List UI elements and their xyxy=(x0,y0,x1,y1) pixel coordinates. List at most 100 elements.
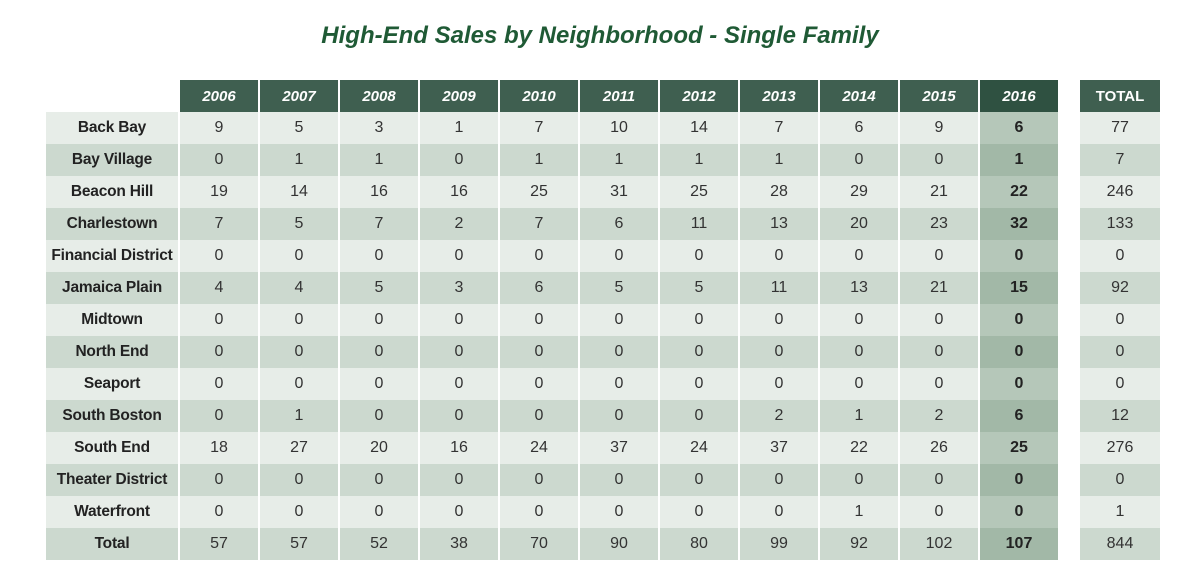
cell-theater-district-2015: 0 xyxy=(900,464,978,496)
cell-waterfront-2007: 0 xyxy=(260,496,338,528)
row-label-financial-district: Financial District xyxy=(46,240,178,272)
cell-total-2016: 107 xyxy=(980,528,1058,560)
cell-beacon-hill-2015: 21 xyxy=(900,176,978,208)
cell-midtown-2007: 0 xyxy=(260,304,338,336)
cell-beacon-hill-2010: 25 xyxy=(500,176,578,208)
cell-jamaica-plain-2008: 5 xyxy=(340,272,418,304)
cell-beacon-hill-2012: 25 xyxy=(660,176,738,208)
sales-table: 2006 2007 2008 2009 2010 2011 2012 2013 2014 2015… xyxy=(46,80,1160,560)
cell-theater-district-2008: 0 xyxy=(340,464,418,496)
cell-seaport-2012: 0 xyxy=(660,368,738,400)
cell-north-end-2009: 0 xyxy=(420,336,498,368)
cell-back-bay-2016: 6 xyxy=(980,112,1058,144)
row-label-bay-village: Bay Village xyxy=(46,144,178,176)
cell-charlestown-2011: 6 xyxy=(580,208,658,240)
cell-financial-district-2013: 0 xyxy=(740,240,818,272)
table-title: High-End Sales by Neighborhood - Single … xyxy=(321,22,879,49)
cell-bay-village-2015: 0 xyxy=(900,144,978,176)
cell-total-2015: 102 xyxy=(900,528,978,560)
cell-jamaica-plain-2006: 4 xyxy=(180,272,258,304)
cell-bay-village-2009: 0 xyxy=(420,144,498,176)
cell-total-2014: 92 xyxy=(820,528,898,560)
cell-theater-district-2007: 0 xyxy=(260,464,338,496)
cell-jamaica-plain-2016: 15 xyxy=(980,272,1058,304)
cell-jamaica-plain-2012: 5 xyxy=(660,272,738,304)
cell-midtown-2008: 0 xyxy=(340,304,418,336)
cell-north-end-total: 0 xyxy=(1080,336,1160,368)
cell-charlestown-2014: 20 xyxy=(820,208,898,240)
cell-seaport-2013: 0 xyxy=(740,368,818,400)
column-header-2013: 2013 xyxy=(740,80,818,112)
row-label-charlestown: Charlestown xyxy=(46,208,178,240)
cell-theater-district-total: 0 xyxy=(1080,464,1160,496)
column-header-2010: 2010 xyxy=(500,80,578,112)
cell-back-bay-2012: 14 xyxy=(660,112,738,144)
cell-seaport-2008: 0 xyxy=(340,368,418,400)
cell-total-2008: 52 xyxy=(340,528,418,560)
cell-waterfront-2011: 0 xyxy=(580,496,658,528)
cell-midtown-2009: 0 xyxy=(420,304,498,336)
header-corner xyxy=(46,80,178,112)
cell-financial-district-2016: 0 xyxy=(980,240,1058,272)
cell-north-end-2006: 0 xyxy=(180,336,258,368)
cell-beacon-hill-2006: 19 xyxy=(180,176,258,208)
column-gap xyxy=(1060,464,1078,496)
cell-charlestown-total: 133 xyxy=(1080,208,1160,240)
row-label-beacon-hill: Beacon Hill xyxy=(46,176,178,208)
cell-seaport-2011: 0 xyxy=(580,368,658,400)
cell-seaport-2014: 0 xyxy=(820,368,898,400)
cell-theater-district-2011: 0 xyxy=(580,464,658,496)
cell-bay-village-2014: 0 xyxy=(820,144,898,176)
cell-financial-district-2011: 0 xyxy=(580,240,658,272)
cell-charlestown-2009: 2 xyxy=(420,208,498,240)
cell-south-boston-2013: 2 xyxy=(740,400,818,432)
cell-financial-district-2007: 0 xyxy=(260,240,338,272)
row-label-seaport: Seaport xyxy=(46,368,178,400)
cell-waterfront-2013: 0 xyxy=(740,496,818,528)
cell-total-total: 844 xyxy=(1080,528,1160,560)
column-gap xyxy=(1060,432,1078,464)
cell-beacon-hill-2013: 28 xyxy=(740,176,818,208)
cell-jamaica-plain-2011: 5 xyxy=(580,272,658,304)
cell-south-end-2011: 37 xyxy=(580,432,658,464)
cell-north-end-2010: 0 xyxy=(500,336,578,368)
cell-bay-village-2012: 1 xyxy=(660,144,738,176)
cell-waterfront-2009: 0 xyxy=(420,496,498,528)
cell-back-bay-2007: 5 xyxy=(260,112,338,144)
column-gap xyxy=(1060,240,1078,272)
cell-charlestown-2010: 7 xyxy=(500,208,578,240)
row-label-south-end: South End xyxy=(46,432,178,464)
cell-total-2007: 57 xyxy=(260,528,338,560)
cell-beacon-hill-total: 246 xyxy=(1080,176,1160,208)
cell-bay-village-2011: 1 xyxy=(580,144,658,176)
cell-midtown-2006: 0 xyxy=(180,304,258,336)
cell-north-end-2007: 0 xyxy=(260,336,338,368)
row-label-north-end: North End xyxy=(46,336,178,368)
cell-north-end-2011: 0 xyxy=(580,336,658,368)
cell-waterfront-2014: 1 xyxy=(820,496,898,528)
cell-jamaica-plain-total: 92 xyxy=(1080,272,1160,304)
cell-back-bay-2010: 7 xyxy=(500,112,578,144)
cell-theater-district-2016: 0 xyxy=(980,464,1058,496)
cell-south-end-2015: 26 xyxy=(900,432,978,464)
cell-waterfront-2015: 0 xyxy=(900,496,978,528)
cell-financial-district-2009: 0 xyxy=(420,240,498,272)
cell-south-boston-2011: 0 xyxy=(580,400,658,432)
column-header-2014: 2014 xyxy=(820,80,898,112)
cell-bay-village-2006: 0 xyxy=(180,144,258,176)
cell-total-2006: 57 xyxy=(180,528,258,560)
cell-seaport-total: 0 xyxy=(1080,368,1160,400)
column-header-2011: 2011 xyxy=(580,80,658,112)
cell-charlestown-2006: 7 xyxy=(180,208,258,240)
row-label-waterfront: Waterfront xyxy=(46,496,178,528)
cell-south-end-2016: 25 xyxy=(980,432,1058,464)
cell-midtown-2013: 0 xyxy=(740,304,818,336)
cell-south-end-2012: 24 xyxy=(660,432,738,464)
cell-financial-district-2012: 0 xyxy=(660,240,738,272)
cell-south-end-2010: 24 xyxy=(500,432,578,464)
column-header-2015: 2015 xyxy=(900,80,978,112)
cell-back-bay-2015: 9 xyxy=(900,112,978,144)
cell-beacon-hill-2008: 16 xyxy=(340,176,418,208)
cell-south-boston-2014: 1 xyxy=(820,400,898,432)
column-gap xyxy=(1060,176,1078,208)
